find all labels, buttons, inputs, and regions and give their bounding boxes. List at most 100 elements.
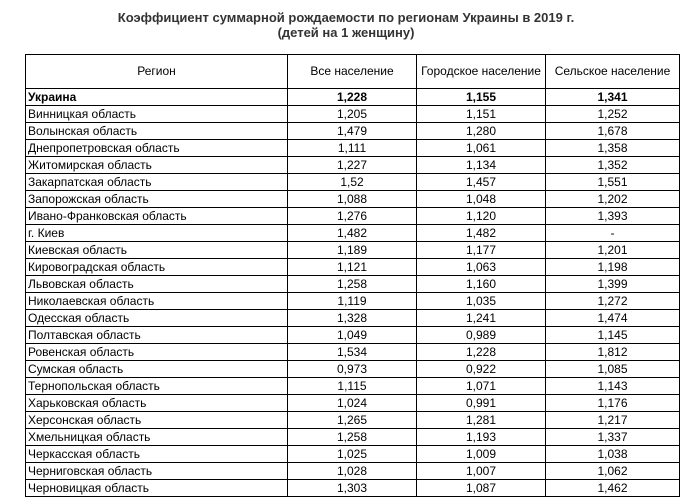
total-cell: 1,189 <box>287 241 417 259</box>
table-row: Херсонская область 1,265 1,281 1,217 <box>25 411 680 429</box>
urban-cell: 1,120 <box>416 207 546 225</box>
table-row: Хмельницкая область 1,258 1,193 1,337 <box>25 428 680 446</box>
table-row: Украина 1,228 1,155 1,341 <box>25 88 680 106</box>
rural-cell: 1,143 <box>545 377 680 395</box>
rural-cell: 1,352 <box>545 156 680 174</box>
rural-cell: 1,474 <box>545 309 680 327</box>
urban-cell: 0,989 <box>416 326 546 344</box>
urban-cell: 1,177 <box>416 241 546 259</box>
rural-cell: 1,176 <box>545 394 680 412</box>
total-cell: 1,049 <box>287 326 417 344</box>
rural-cell: 1,399 <box>545 275 680 293</box>
urban-cell: 1,281 <box>416 411 546 429</box>
rural-cell: 1,341 <box>545 88 680 106</box>
table-row: Николаевская область 1,119 1,035 1,272 <box>25 292 680 310</box>
region-cell: Винницкая область <box>25 105 288 123</box>
table-body: Украина 1,228 1,155 1,341 Винницкая область 1… <box>25 88 680 497</box>
region-cell: Львовская область <box>25 275 288 293</box>
total-cell: 1,479 <box>287 122 417 140</box>
page-title: Коэффициент суммарной рождаемости по рег… <box>0 10 692 40</box>
rural-cell: 1,812 <box>545 343 680 361</box>
urban-cell: 1,007 <box>416 462 546 480</box>
total-cell: 0,973 <box>287 360 417 378</box>
region-cell: Одесская область <box>25 309 288 327</box>
title-line-1: Коэффициент суммарной рождаемости по рег… <box>117 10 575 25</box>
region-cell: г. Киев <box>25 224 288 242</box>
rural-cell: 1,272 <box>545 292 680 310</box>
total-cell: 1,482 <box>287 224 417 242</box>
region-cell: Хмельницкая область <box>25 428 288 446</box>
table-row: Ивано-Франковская область 1,276 1,120 1,393 <box>25 207 680 225</box>
fertility-table: Регион Все население Городское население… <box>25 54 680 497</box>
urban-cell: 1,035 <box>416 292 546 310</box>
region-cell: Кировоградская область <box>25 258 288 276</box>
table-row: г. Киев 1,482 1,482- <box>25 224 680 242</box>
table-header-row: Регион Все население Городское население… <box>25 54 680 89</box>
rural-cell: 1,038 <box>545 445 680 463</box>
rural-cell: 1,217 <box>545 411 680 429</box>
urban-cell: 1,009 <box>416 445 546 463</box>
urban-cell: 1,228 <box>416 343 546 361</box>
total-cell: 1,119 <box>287 292 417 310</box>
total-cell: 1,258 <box>287 275 417 293</box>
title-line-2: (детей на 1 женщину) <box>277 25 415 40</box>
table-row: Киевская область 1,189 1,177 1,201 <box>25 241 680 259</box>
region-cell: Житомирская область <box>25 156 288 174</box>
region-cell: Тернопольская область <box>25 377 288 395</box>
rural-cell: 1,201 <box>545 241 680 259</box>
rural-cell: - <box>545 224 680 242</box>
urban-cell: 1,063 <box>416 258 546 276</box>
rural-cell: 1,198 <box>545 258 680 276</box>
table-row: Запорожская область 1,088 1,048 1,202 <box>25 190 680 208</box>
urban-cell: 1,482 <box>416 224 546 242</box>
table-row: Черниговская область 1,028 1,007 1,062 <box>25 462 680 480</box>
total-cell: 1,276 <box>287 207 417 225</box>
total-cell: 1,025 <box>287 445 417 463</box>
table-row: Кировоградская область 1,121 1,063 1,198 <box>25 258 680 276</box>
urban-cell: 0,991 <box>416 394 546 412</box>
total-cell: 1,028 <box>287 462 417 480</box>
urban-cell: 1,193 <box>416 428 546 446</box>
rural-cell: 1,678 <box>545 122 680 140</box>
rural-cell: 1,462 <box>545 479 680 497</box>
urban-cell: 1,071 <box>416 377 546 395</box>
rural-cell: 1,358 <box>545 139 680 157</box>
rural-cell: 1,145 <box>545 326 680 344</box>
table-row: Волынская область 1,479 1,280 1,678 <box>25 122 680 140</box>
total-cell: 1,228 <box>287 88 417 106</box>
region-cell: Черкасская область <box>25 445 288 463</box>
rural-cell: 1,393 <box>545 207 680 225</box>
region-cell: Черновицкая область <box>25 479 288 497</box>
urban-cell: 1,457 <box>416 173 546 191</box>
total-cell: 1,258 <box>287 428 417 446</box>
rural-cell: 1,252 <box>545 105 680 123</box>
table-row: Днепропетровская область 1,111 1,061 1,358 <box>25 139 680 157</box>
region-cell: Полтавская область <box>25 326 288 344</box>
urban-cell: 1,048 <box>416 190 546 208</box>
region-cell: Киевская область <box>25 241 288 259</box>
rural-cell: 1,551 <box>545 173 680 191</box>
header-rural: Сельское население <box>545 54 680 89</box>
total-cell: 1,111 <box>287 139 417 157</box>
urban-cell: 0,922 <box>416 360 546 378</box>
region-cell: Волынская область <box>25 122 288 140</box>
table-row: Ровенская область 1,534 1,228 1,812 <box>25 343 680 361</box>
header-region: Регион <box>25 54 288 89</box>
rural-cell: 1,062 <box>545 462 680 480</box>
rural-cell: 1,202 <box>545 190 680 208</box>
total-cell: 1,205 <box>287 105 417 123</box>
region-cell: Днепропетровская область <box>25 139 288 157</box>
rural-cell: 1,337 <box>545 428 680 446</box>
total-cell: 1,088 <box>287 190 417 208</box>
rural-cell: 1,085 <box>545 360 680 378</box>
table-row: Тернопольская область 1,115 1,071 1,143 <box>25 377 680 395</box>
urban-cell: 1,151 <box>416 105 546 123</box>
table-row: Львовская область 1,258 1,160 1,399 <box>25 275 680 293</box>
urban-cell: 1,087 <box>416 479 546 497</box>
total-cell: 1,227 <box>287 156 417 174</box>
region-cell: Николаевская область <box>25 292 288 310</box>
region-cell: Закарпатская область <box>25 173 288 191</box>
region-cell: Ивано-Франковская область <box>25 207 288 225</box>
region-cell: Ровенская область <box>25 343 288 361</box>
region-cell: Сумская область <box>25 360 288 378</box>
